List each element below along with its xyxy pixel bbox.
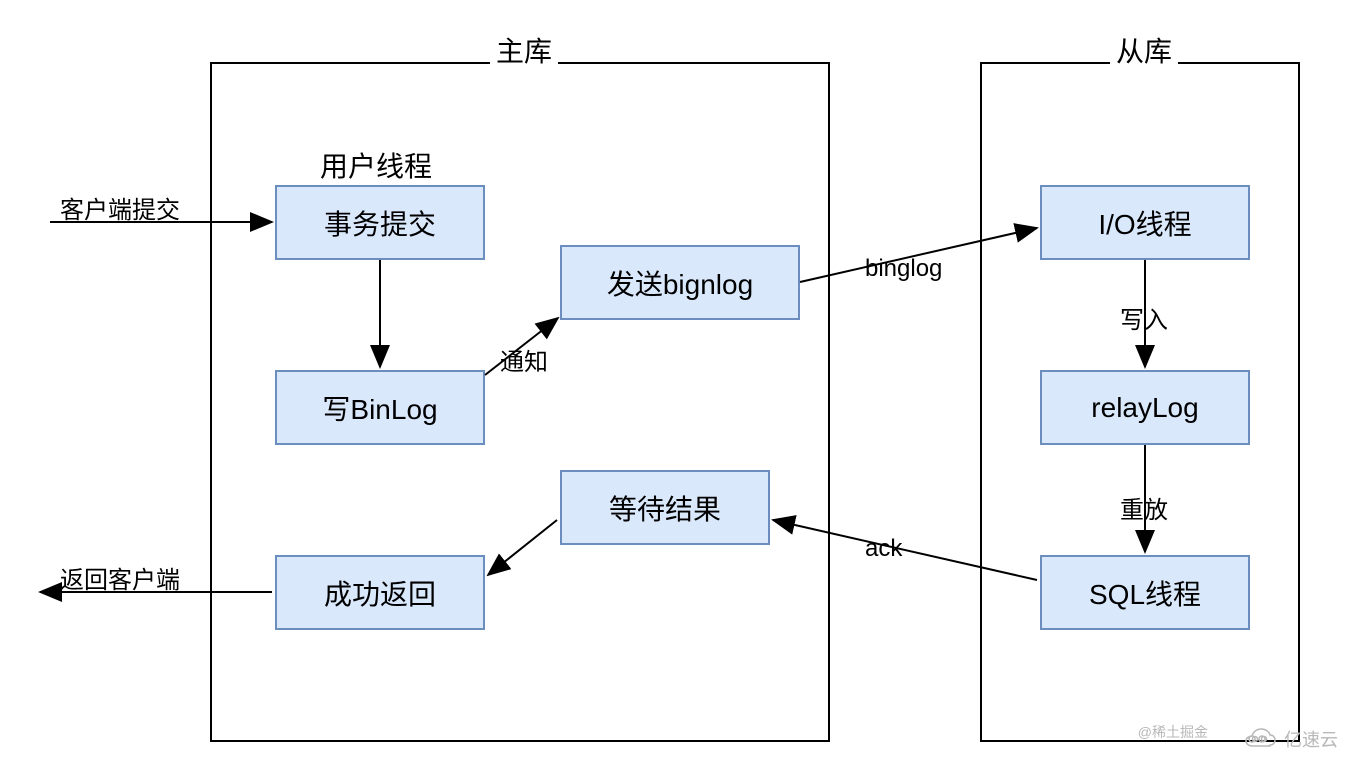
label-client-in: 客户端提交 bbox=[60, 190, 180, 225]
label-replay: 重放 bbox=[1120, 490, 1168, 525]
node-relay: relayLog bbox=[1040, 370, 1250, 445]
node-wait: 等待结果 bbox=[560, 470, 770, 545]
watermark-juejin: @稀土掘金 bbox=[1138, 722, 1208, 742]
node-io: I/O线程 bbox=[1040, 185, 1250, 260]
node-commit: 事务提交 bbox=[275, 185, 485, 260]
user-thread-title: 用户线程 bbox=[320, 145, 432, 185]
slave-title: 从库 bbox=[1110, 30, 1178, 70]
node-sql: SQL线程 bbox=[1040, 555, 1250, 630]
label-binglog: binglog bbox=[865, 255, 942, 283]
label-write: 写入 bbox=[1120, 300, 1168, 335]
node-return: 成功返回 bbox=[275, 555, 485, 630]
watermark-yisu-text: 亿速云 bbox=[1284, 726, 1338, 752]
cloud-icon bbox=[1242, 727, 1278, 751]
master-title: 主库 bbox=[490, 30, 558, 70]
label-client-out: 返回客户端 bbox=[60, 560, 180, 595]
node-send: 发送bignlog bbox=[560, 245, 800, 320]
label-notify: 通知 bbox=[500, 342, 548, 377]
watermark-yisu-logo: 亿速云 bbox=[1242, 726, 1338, 752]
label-ack: ack bbox=[865, 535, 902, 563]
node-binlog: 写BinLog bbox=[275, 370, 485, 445]
